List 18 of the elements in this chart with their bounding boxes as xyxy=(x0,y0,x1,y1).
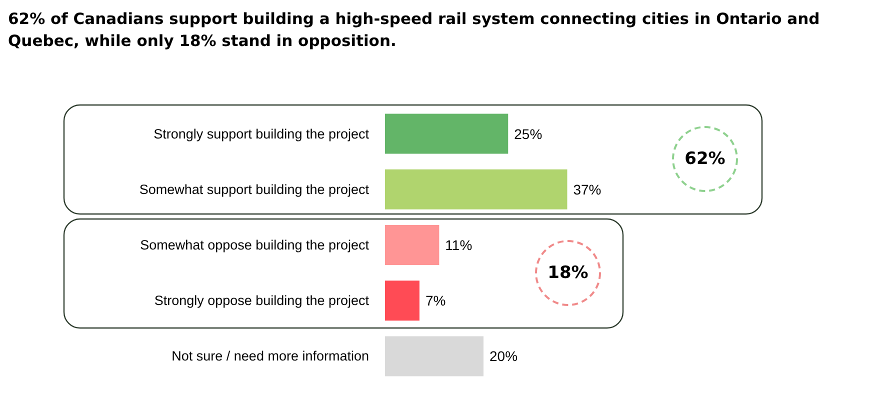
bar xyxy=(385,114,508,154)
y-tick-label: Somewhat oppose building the project xyxy=(140,238,370,252)
y-tick-label: Not sure / need more information xyxy=(172,348,369,364)
bar xyxy=(385,280,420,321)
chart-title: 62% of Canadians support building a high-speed rail system connecting cities in Ontario and Quebec, while only 18% stand in opposition. xyxy=(8,9,821,52)
y-tick-label: Strongly support building the project xyxy=(154,126,370,142)
y-tick-label: Somewhat support building the project xyxy=(139,182,370,197)
data-label: 11% xyxy=(445,237,472,253)
annotation: 18% xyxy=(548,263,588,283)
y-tick-label: Strongly oppose building the project xyxy=(154,293,370,308)
data-label: 25% xyxy=(514,126,542,142)
bar xyxy=(385,336,484,376)
bar xyxy=(385,225,440,265)
data-label: 37% xyxy=(573,181,602,198)
text: 62% xyxy=(684,149,726,169)
data-label: 20% xyxy=(490,348,518,364)
data-label: 7% xyxy=(425,292,446,309)
bar xyxy=(385,169,568,210)
